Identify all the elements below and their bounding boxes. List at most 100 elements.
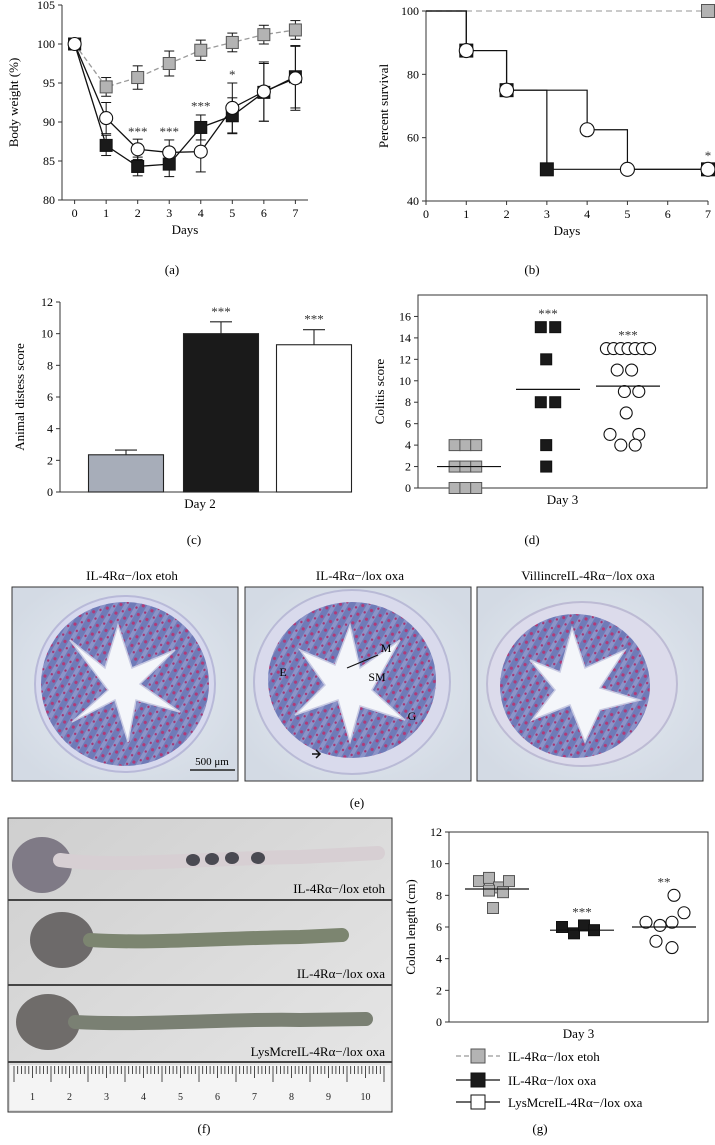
panel-label-a: (a) [165,262,179,277]
annotation-arrow [312,749,322,759]
survival-point-gray [701,4,715,18]
data-point-white [256,84,271,99]
data-point-white [67,36,82,52]
y-tick-label: 85 [43,154,55,168]
y-axis-label: Animal distess score [12,343,27,451]
ruler-number: 5 [178,1092,183,1103]
scale-bar-label: 500 μm [195,756,229,768]
data-point-white [610,363,624,377]
x-tick-label: 1 [103,206,109,220]
y-tick-label: 60 [407,131,419,145]
legend-item-etoh: IL-4Rα−/lox etoh [456,1048,600,1064]
data-point-gray [497,886,509,899]
x-tick-label: 4 [584,207,590,221]
colon-1-pellet [205,853,219,865]
histology-title-1: IL-4Rα−/lox etoh [86,568,178,583]
y-tick-label: 95 [43,76,55,90]
y-tick-label: 8 [47,358,53,372]
chart-d-colitis-score: 0 2 4 6 8 10 12 14 16 Day 3 Colitis score *** *** [372,294,708,507]
y-tick-label: 16 [399,309,411,323]
data-point-white [619,406,633,420]
data-point-white [667,888,681,902]
legend-label-lysm: LysMcreIL-4Rα−/lox oxa [508,1095,643,1110]
y-tick-label: 12 [399,352,411,366]
y-tick-label: 10 [399,374,411,388]
y-tick-label: 90 [43,115,55,129]
panel-label-c: (c) [187,532,201,547]
x-tick-label: 1 [463,207,469,221]
data-point-gray [503,875,515,888]
data-point-gray [99,80,113,94]
x-axis-label: Days [172,222,199,237]
survival-point-white [700,161,715,177]
data-point-white [649,934,663,948]
data-point-white [677,906,691,920]
significance-marker: *** [128,124,148,139]
annotation-g: G [408,709,417,723]
photo-label-1: IL-4Rα−/lox etoh [293,881,385,896]
ruler-number: 8 [289,1092,294,1103]
significance-marker: *** [159,124,179,139]
data-point-gray [473,875,485,888]
bar [87,454,165,493]
data-point-gray [257,28,271,42]
y-tick-label: 6 [405,417,411,431]
colon-photo: IL-4Rα−/lox etoh IL-4Rα−/lox oxa LysMcre… [7,817,393,1113]
x-tick-label: 0 [423,207,429,221]
colon-1-tube [53,846,385,871]
y-axis-label: Colitis score [372,359,387,425]
ruler-number: 4 [141,1092,146,1103]
colon-1-pellet [186,854,200,866]
data-point-gray [483,884,495,897]
panel-label-b: (b) [524,262,539,277]
x-tick-label: 2 [504,207,510,221]
colon-section-3-lumen [529,625,643,744]
data-point-white [130,142,145,157]
x-tick-label: 4 [198,206,204,220]
colon-2-cecum [30,912,94,968]
legend-label-oxa: IL-4Rα−/lox oxa [508,1073,596,1088]
legend-label-etoh: IL-4Rα−/lox etoh [508,1049,600,1064]
y-tick-label: 2 [47,453,53,467]
y-tick-label: 40 [407,194,419,208]
y-tick-label: 12 [430,825,442,839]
data-point-black [549,321,562,334]
chart-c-distress-score: 0 2 4 6 8 10 12 Day 2 Animal distess score *** *** [12,295,353,511]
data-point-gray [194,43,208,57]
data-point-white [603,427,617,441]
data-point-gray [470,439,483,452]
x-axis-label: Day 2 [184,496,215,511]
data-point-black [549,396,562,409]
data-point-black [131,159,145,173]
data-point-black [99,138,113,152]
survival-point-white [619,161,635,177]
annotation-m: M [381,641,392,655]
ruler-number: 7 [252,1092,257,1103]
significance-marker: *** [191,98,211,113]
data-point-gray [459,482,472,494]
survival-point-white [579,122,595,138]
photo-label-2: IL-4Rα−/lox oxa [297,966,385,981]
data-point-gray [448,482,461,494]
colon-section-2-lumen [294,622,406,745]
panel-label-d: (d) [524,532,539,547]
survival-point-white [458,43,474,59]
data-point-white [288,71,303,86]
annotation-line-sm [346,654,379,669]
colon-2-tube [83,928,349,949]
data-point-white [639,915,653,929]
data-point-gray [162,57,176,70]
data-point-white [617,384,631,399]
ruler-number: 3 [104,1092,109,1103]
ruler-number: 9 [326,1092,331,1103]
significance-marker: *** [538,306,558,321]
y-axis-label: Percent survival [376,64,391,149]
annotation-e: E [279,665,286,679]
y-tick-label: 6 [47,390,53,404]
y-tick-label: 0 [47,485,53,499]
x-tick-label: 6 [665,207,671,221]
colon-1-pellet [225,852,239,864]
data-point-white [625,363,639,377]
